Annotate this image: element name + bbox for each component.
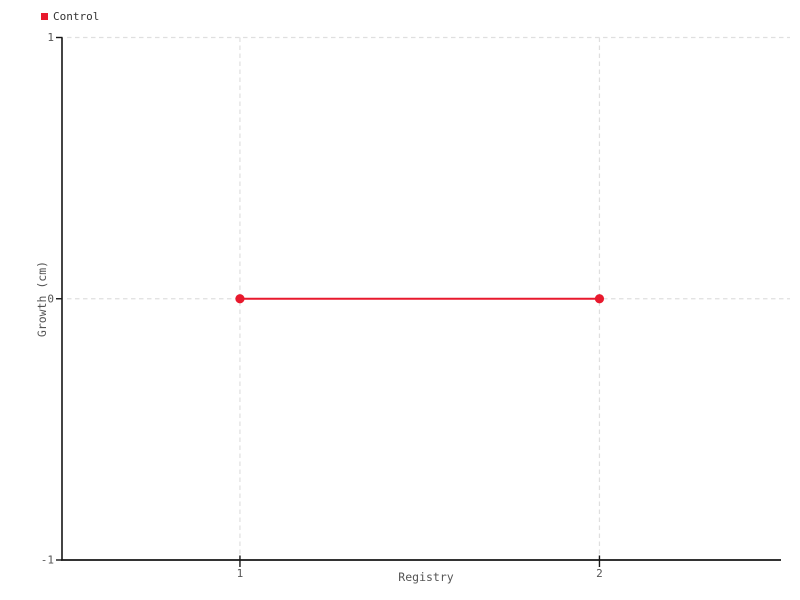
y-tick-label: -1 bbox=[41, 554, 54, 567]
x-axis-label: Registry bbox=[398, 570, 454, 584]
legend: Control bbox=[41, 11, 99, 22]
legend-swatch bbox=[41, 13, 48, 20]
y-axis-label: Growth (cm) bbox=[35, 260, 49, 338]
x-tick-label: 1 bbox=[237, 567, 244, 580]
data-point[interactable] bbox=[594, 294, 605, 304]
x-tick-label: 2 bbox=[596, 567, 603, 580]
y-tick-label: 0 bbox=[47, 292, 54, 305]
data-point[interactable] bbox=[235, 294, 245, 304]
legend-label: Control bbox=[53, 10, 100, 23]
legend-item-control[interactable]: Control bbox=[41, 11, 99, 22]
y-tick-label: 1 bbox=[47, 31, 54, 44]
